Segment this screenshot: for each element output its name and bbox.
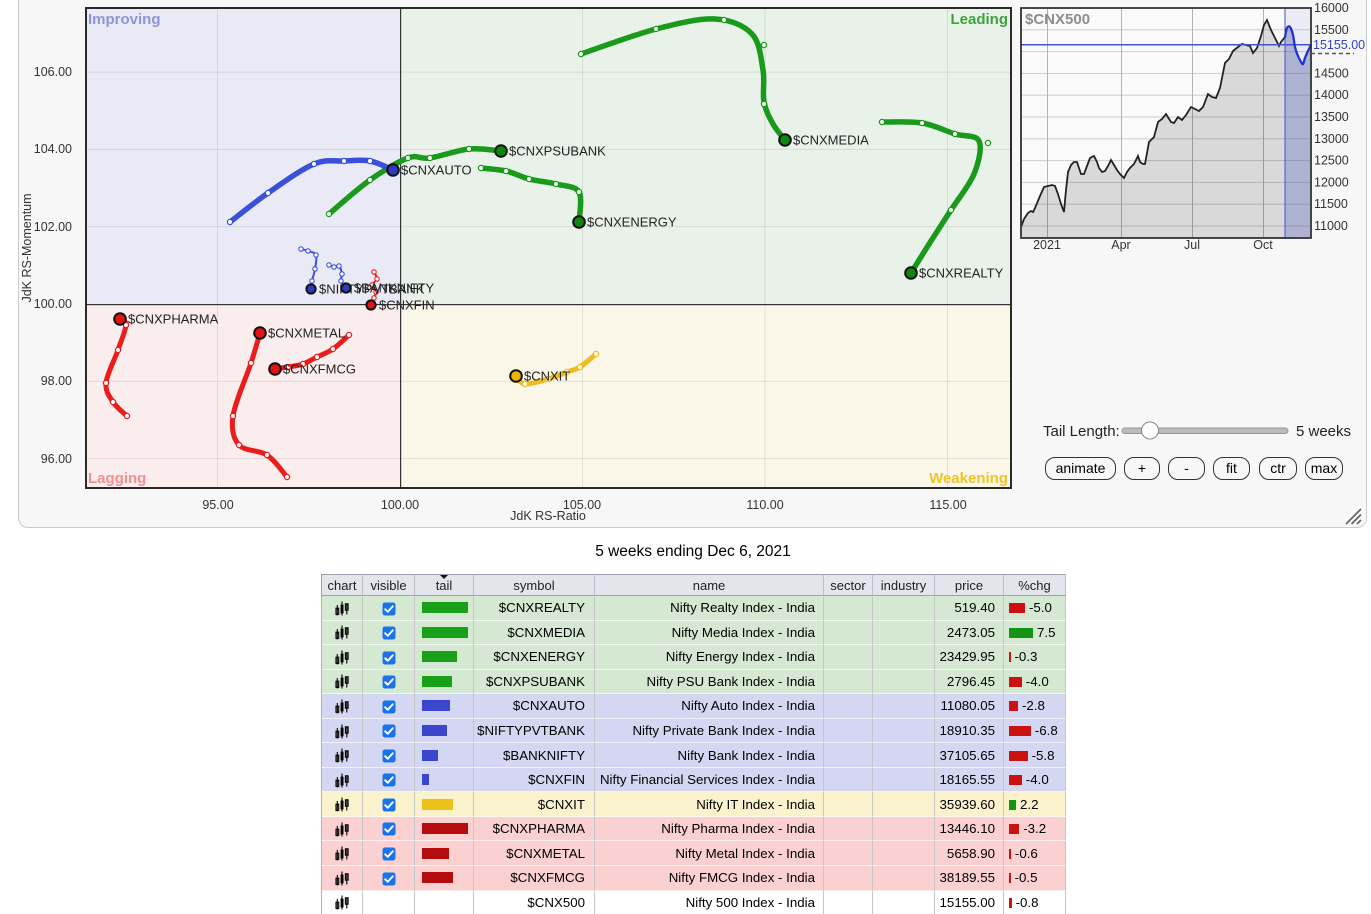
svg-text:100.00: 100.00 <box>34 297 72 311</box>
svg-text:14500: 14500 <box>1314 66 1349 80</box>
svg-text:Oct: Oct <box>1253 238 1273 252</box>
svg-text:$BANKNIFTY: $BANKNIFTY <box>354 281 435 296</box>
svg-text:14000: 14000 <box>1314 88 1349 102</box>
svg-text:15155.00: 15155.00 <box>1313 38 1365 52</box>
svg-text:Jul: Jul <box>1184 238 1200 252</box>
svg-text:5 weeks: 5 weeks <box>1296 423 1351 440</box>
svg-text:105.00: 105.00 <box>563 498 601 512</box>
svg-text:13000: 13000 <box>1314 132 1349 146</box>
svg-text:Apr: Apr <box>1111 238 1130 252</box>
svg-text:11500: 11500 <box>1314 197 1348 211</box>
svg-text:11000: 11000 <box>1314 219 1348 233</box>
svg-text:100.00: 100.00 <box>381 498 419 512</box>
svg-text:$CNX500: $CNX500 <box>1025 11 1090 28</box>
svg-text:104.00: 104.00 <box>34 142 72 156</box>
svg-text:JdK RS-Momentum: JdK RS-Momentum <box>20 193 34 302</box>
svg-text:98.00: 98.00 <box>41 374 72 388</box>
svg-text:$CNXFMCG: $CNXFMCG <box>283 362 356 377</box>
svg-text:$CNXFIN: $CNXFIN <box>379 298 435 313</box>
svg-text:102.00: 102.00 <box>34 220 72 234</box>
svg-text:16000: 16000 <box>1314 1 1349 15</box>
svg-text:JdK RS-Ratio: JdK RS-Ratio <box>510 509 586 523</box>
svg-text:$CNXMEDIA: $CNXMEDIA <box>793 133 869 148</box>
svg-text:$CNXAUTO: $CNXAUTO <box>401 163 472 178</box>
svg-text:12000: 12000 <box>1314 175 1349 189</box>
svg-text:Tail Length:: Tail Length: <box>1043 423 1120 440</box>
svg-text:Improving: Improving <box>88 11 161 28</box>
svg-text:$CNXPHARMA: $CNXPHARMA <box>128 312 219 327</box>
svg-text:$CNXPSUBANK: $CNXPSUBANK <box>509 144 606 159</box>
svg-text:12500: 12500 <box>1314 154 1349 168</box>
svg-text:110.00: 110.00 <box>746 498 783 512</box>
svg-text:$CNXMETAL: $CNXMETAL <box>268 326 345 341</box>
svg-text:Leading: Leading <box>950 11 1008 28</box>
svg-text:2021: 2021 <box>1033 238 1061 252</box>
svg-text:95.00: 95.00 <box>202 498 233 512</box>
svg-text:115.00: 115.00 <box>929 498 966 512</box>
svg-text:$CNXREALTY: $CNXREALTY <box>919 266 1004 281</box>
svg-text:96.00: 96.00 <box>41 452 72 466</box>
svg-text:106.00: 106.00 <box>34 65 72 79</box>
svg-text:Lagging: Lagging <box>88 470 146 487</box>
svg-text:15500: 15500 <box>1314 23 1349 37</box>
svg-text:Weakening: Weakening <box>929 470 1008 487</box>
svg-text:$CNXENERGY: $CNXENERGY <box>587 215 677 230</box>
svg-text:13500: 13500 <box>1314 110 1349 124</box>
svg-text:$CNXIT: $CNXIT <box>524 369 570 384</box>
